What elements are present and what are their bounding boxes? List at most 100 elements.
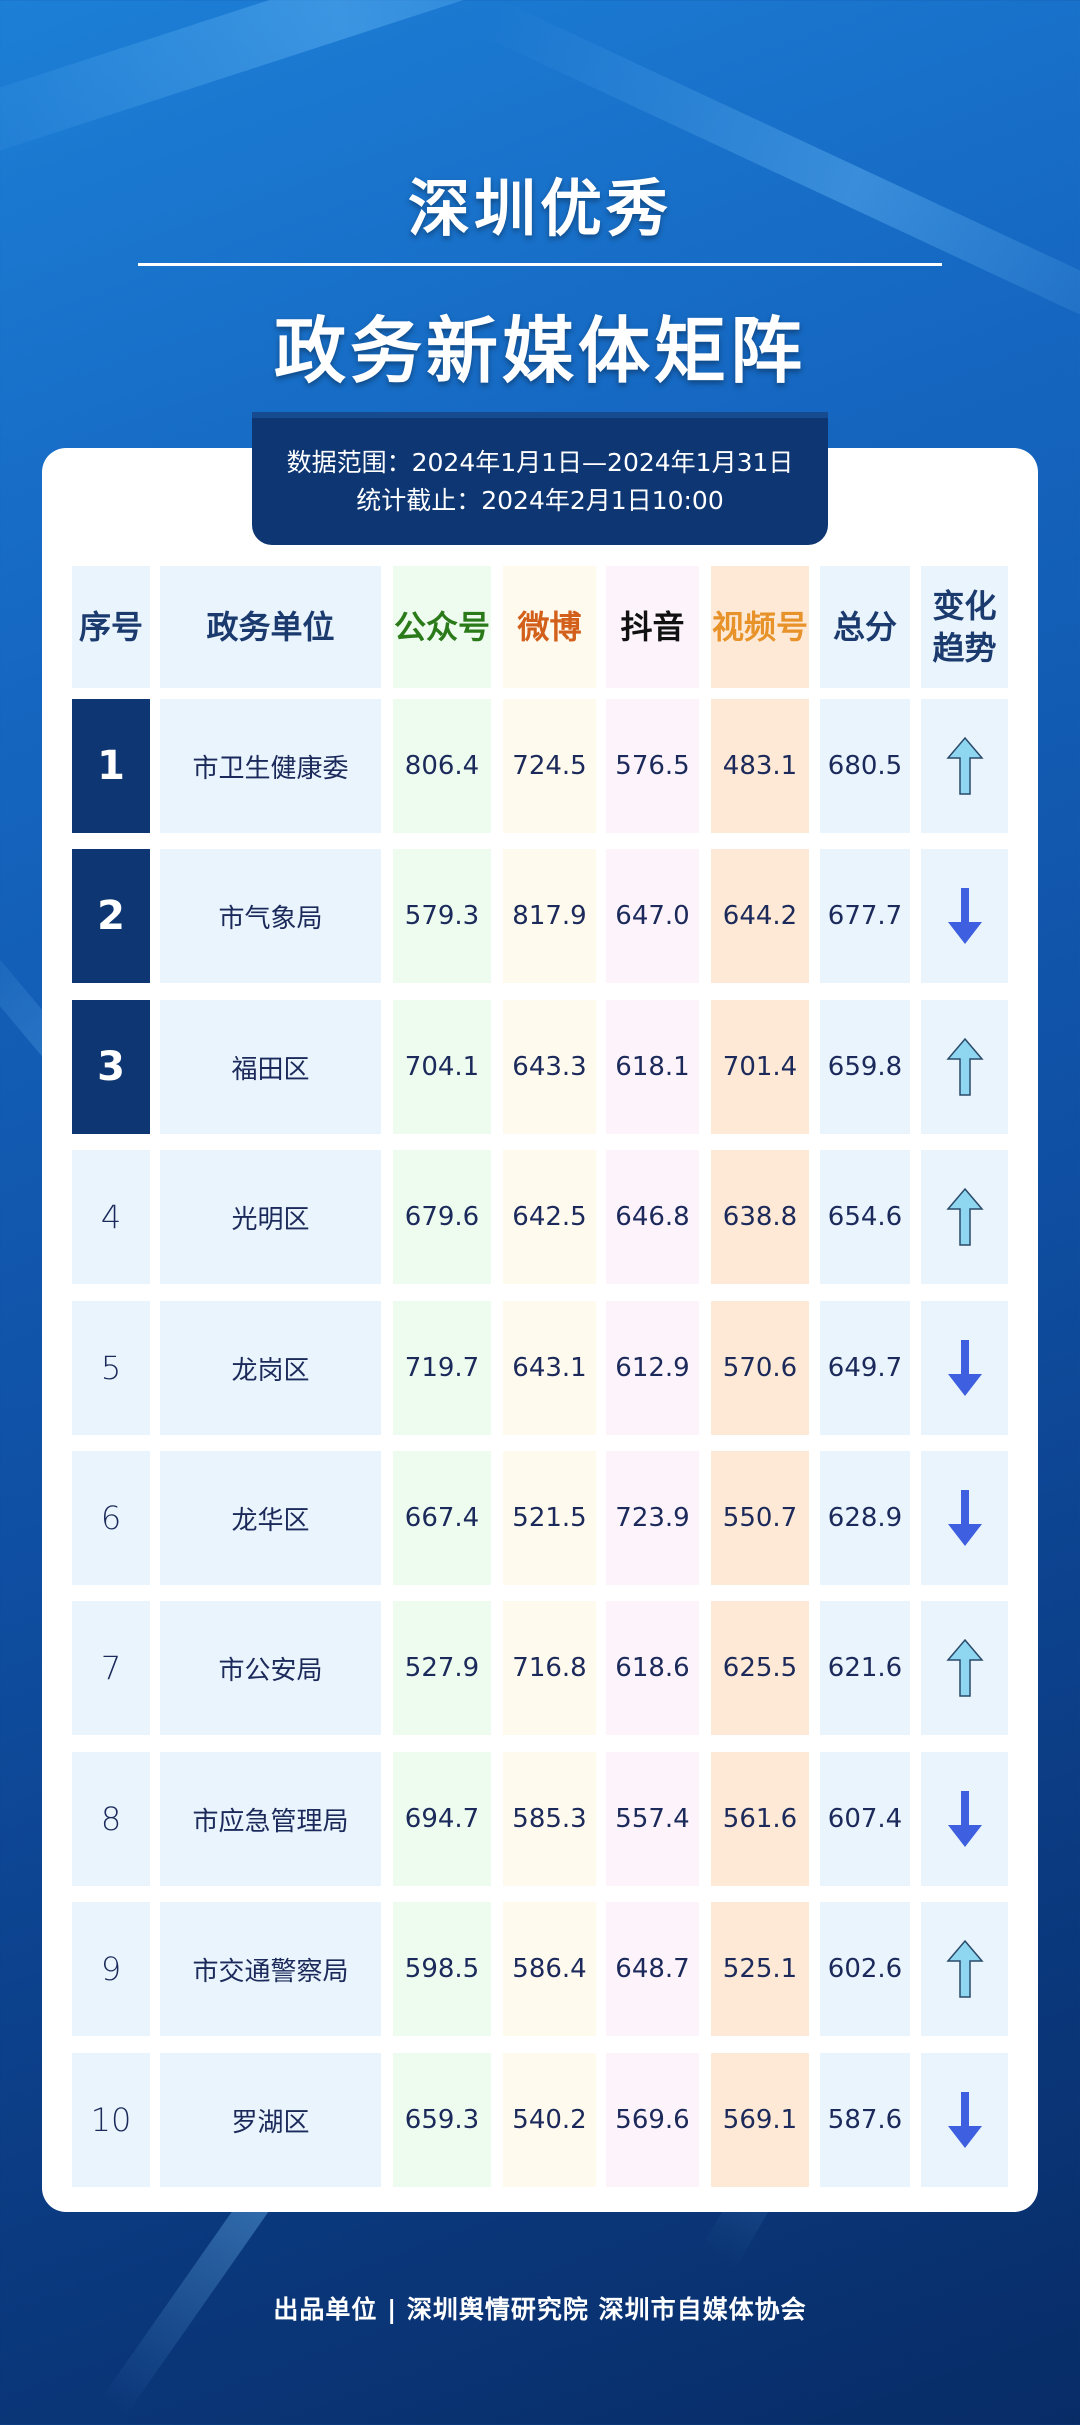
douyin-cell: 557.4: [606, 1752, 699, 1886]
weibo-value: 724.5: [512, 751, 587, 781]
weibo-value: 585.3: [512, 1804, 587, 1834]
trend-up-cell: [921, 1601, 1008, 1735]
shipinhao-cell: 638.8: [711, 1150, 809, 1284]
weibo-cell: 643.1: [503, 1301, 596, 1435]
total-value: 602.6: [827, 1954, 903, 1984]
unit-value: 市交通警察局: [192, 1956, 349, 1987]
rank-cell: 5: [72, 1301, 150, 1435]
rank-cell: 10: [72, 2053, 150, 2187]
unit-cell: 福田区: [160, 1000, 381, 1134]
shipinhao-cell: 701.4: [711, 1000, 809, 1134]
gongzhonghao-value: 667.4: [404, 1503, 480, 1533]
arrow-down-icon: [947, 888, 982, 944]
total-cell: 649.7: [820, 1301, 910, 1435]
title-line2: 政务新媒体矩阵: [273, 309, 806, 393]
rank-value: 7: [100, 1649, 122, 1687]
header-weibo: 微博: [503, 566, 596, 688]
unit-value: 罗湖区: [231, 2107, 310, 2138]
total-cell: 621.6: [820, 1601, 910, 1735]
gongzhonghao-cell: 598.5: [393, 1902, 491, 2036]
weibo-cell: 521.5: [503, 1451, 596, 1585]
gongzhonghao-cell: 694.7: [393, 1752, 491, 1886]
header-label: 公众号: [393, 608, 490, 646]
douyin-cell: 646.8: [606, 1150, 699, 1284]
shipinhao-value: 525.1: [722, 1954, 798, 1984]
douyin-cell: 618.1: [606, 1000, 699, 1134]
douyin-cell: 618.6: [606, 1601, 699, 1735]
douyin-cell: 723.9: [606, 1451, 699, 1585]
arrow-down-icon: [947, 1490, 982, 1546]
gongzhonghao-value: 719.7: [404, 1353, 480, 1383]
total-value: 659.8: [827, 1052, 903, 1082]
gongzhonghao-value: 579.3: [404, 901, 480, 931]
header-gongzhonghao: 公众号: [393, 566, 491, 688]
douyin-value: 576.5: [615, 751, 690, 781]
douyin-value: 648.7: [615, 1954, 690, 1984]
gongzhonghao-value: 598.5: [404, 1954, 480, 1984]
douyin-cell: 569.6: [606, 2053, 699, 2187]
trend-up-cell: [921, 699, 1008, 833]
trend-up-cell: [921, 1000, 1008, 1134]
douyin-value: 618.6: [615, 1653, 690, 1683]
header-label: 视频号: [711, 608, 808, 646]
douyin-value: 557.4: [615, 1804, 690, 1834]
shipinhao-value: 701.4: [722, 1052, 798, 1082]
unit-value: 光明区: [231, 1204, 310, 1235]
unit-cell: 市应急管理局: [160, 1752, 381, 1886]
shipinhao-cell: 625.5: [711, 1601, 809, 1735]
gongzhonghao-cell: 704.1: [393, 1000, 491, 1134]
gongzhonghao-cell: 579.3: [393, 849, 491, 983]
rank-cell: 7: [72, 1601, 150, 1735]
shipinhao-value: 550.7: [722, 1503, 798, 1533]
unit-value: 市应急管理局: [192, 1806, 349, 1837]
rank-cell: 3: [72, 1000, 150, 1134]
unit-value: 市公安局: [218, 1655, 323, 1686]
douyin-value: 647.0: [615, 901, 690, 931]
rank-cell: 9: [72, 1902, 150, 2036]
shipinhao-value: 644.2: [722, 901, 798, 931]
header-label: 微博: [517, 608, 582, 646]
rank-value: 1: [97, 743, 125, 789]
header-unit: 政务单位: [160, 566, 381, 688]
header-label: 抖音: [620, 608, 685, 646]
douyin-value: 618.1: [615, 1052, 690, 1082]
header-label: 变化趋势: [932, 587, 997, 667]
shipinhao-cell: 550.7: [711, 1451, 809, 1585]
total-value: 677.7: [827, 901, 903, 931]
total-cell: 654.6: [820, 1150, 910, 1284]
header-label: 序号: [78, 608, 143, 646]
total-value: 628.9: [827, 1503, 903, 1533]
unit-cell: 市交通警察局: [160, 1902, 381, 2036]
douyin-cell: 648.7: [606, 1902, 699, 2036]
title-divider: [138, 263, 942, 266]
total-cell: 628.9: [820, 1451, 910, 1585]
trend-up-cell: [921, 1902, 1008, 2036]
title-line1: 深圳优秀: [407, 172, 672, 245]
weibo-value: 716.8: [512, 1653, 587, 1683]
shipinhao-cell: 561.6: [711, 1752, 809, 1886]
douyin-cell: 576.5: [606, 699, 699, 833]
unit-cell: 市卫生健康委: [160, 699, 381, 833]
header-shipinhao: 视频号: [711, 566, 809, 688]
shipinhao-cell: 525.1: [711, 1902, 809, 2036]
unit-cell: 龙华区: [160, 1451, 381, 1585]
gongzhonghao-cell: 659.3: [393, 2053, 491, 2187]
total-cell: 677.7: [820, 849, 910, 983]
arrow-down-icon: [947, 1340, 982, 1396]
gongzhonghao-value: 806.4: [404, 751, 480, 781]
unit-cell: 市公安局: [160, 1601, 381, 1735]
arrow-down-icon: [947, 2092, 982, 2148]
trend-down-cell: [921, 849, 1008, 983]
gongzhonghao-value: 659.3: [404, 2105, 480, 2135]
total-cell: 587.6: [820, 2053, 910, 2187]
gongzhonghao-cell: 527.9: [393, 1601, 491, 1735]
gongzhonghao-value: 679.6: [404, 1202, 480, 1232]
gongzhonghao-cell: 667.4: [393, 1451, 491, 1585]
unit-value: 龙岗区: [231, 1355, 310, 1386]
total-value: 649.7: [827, 1353, 903, 1383]
trend-down-cell: [921, 1451, 1008, 1585]
weibo-cell: 585.3: [503, 1752, 596, 1886]
rank-cell: 4: [72, 1150, 150, 1284]
unit-cell: 市气象局: [160, 849, 381, 983]
shipinhao-cell: 644.2: [711, 849, 809, 983]
